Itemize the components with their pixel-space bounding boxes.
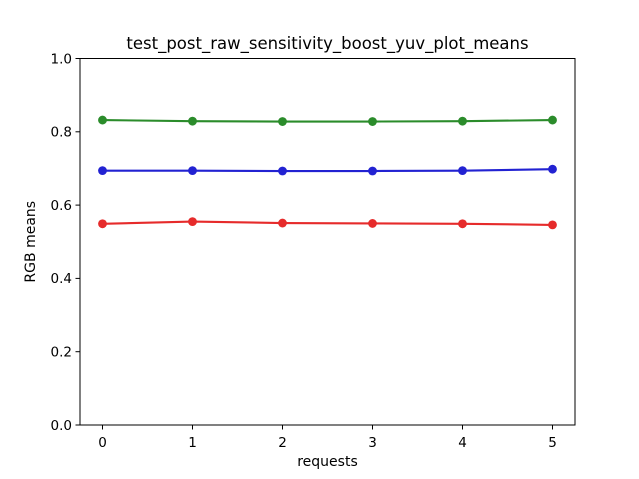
data-point-blue-mean xyxy=(458,166,467,176)
x-tick-label: 2 xyxy=(278,435,287,451)
data-point-red-mean xyxy=(368,219,377,228)
data-series xyxy=(98,115,557,230)
data-point-blue-mean xyxy=(98,166,107,176)
data-point-green-mean xyxy=(368,117,377,126)
x-tick-label: 1 xyxy=(188,435,197,451)
x-tick-label: 5 xyxy=(548,435,557,451)
data-point-red-mean xyxy=(278,218,287,228)
series-line-red-mean xyxy=(101,220,554,226)
series-line-blue-mean xyxy=(101,168,554,173)
data-point-green-mean xyxy=(548,115,557,125)
data-point-green-mean xyxy=(188,116,197,126)
data-point-blue-mean xyxy=(188,166,197,176)
x-tick-label: 4 xyxy=(458,435,467,451)
y-tick-label: 0.4 xyxy=(51,271,72,287)
data-point-red-mean xyxy=(458,219,467,229)
x-tick-label: 0 xyxy=(98,435,107,451)
data-point-red-mean xyxy=(98,219,107,229)
data-point-blue-mean xyxy=(278,166,287,176)
series-line-green-mean xyxy=(101,119,554,123)
y-tick-label: 0.2 xyxy=(51,345,72,361)
x-axis-label: requests xyxy=(297,454,358,470)
y-tick-label: 0.0 xyxy=(51,418,72,434)
data-point-red-mean xyxy=(188,217,197,226)
data-point-blue-mean xyxy=(548,164,557,174)
data-point-green-mean xyxy=(98,115,107,125)
plot-area xyxy=(80,58,575,425)
chart-title: test_post_raw_sensitivity_boost_yuv_plot… xyxy=(126,34,528,54)
data-point-red-mean xyxy=(548,220,557,230)
x-tick-label: 3 xyxy=(368,435,377,451)
y-tick-label: 0.6 xyxy=(51,198,72,214)
data-point-blue-mean xyxy=(368,166,377,176)
y-axis-label: RGB means xyxy=(23,201,39,283)
axes-spines xyxy=(79,58,576,426)
y-tick-label: 1.0 xyxy=(51,51,72,67)
data-point-green-mean xyxy=(458,116,467,126)
data-point-green-mean xyxy=(278,117,287,126)
y-tick-label: 0.8 xyxy=(51,125,72,141)
axis-ticks: 0 1 2 3 4 5 0.0 0.2 0.4 0.6 0.8 1.0 xyxy=(51,51,557,451)
